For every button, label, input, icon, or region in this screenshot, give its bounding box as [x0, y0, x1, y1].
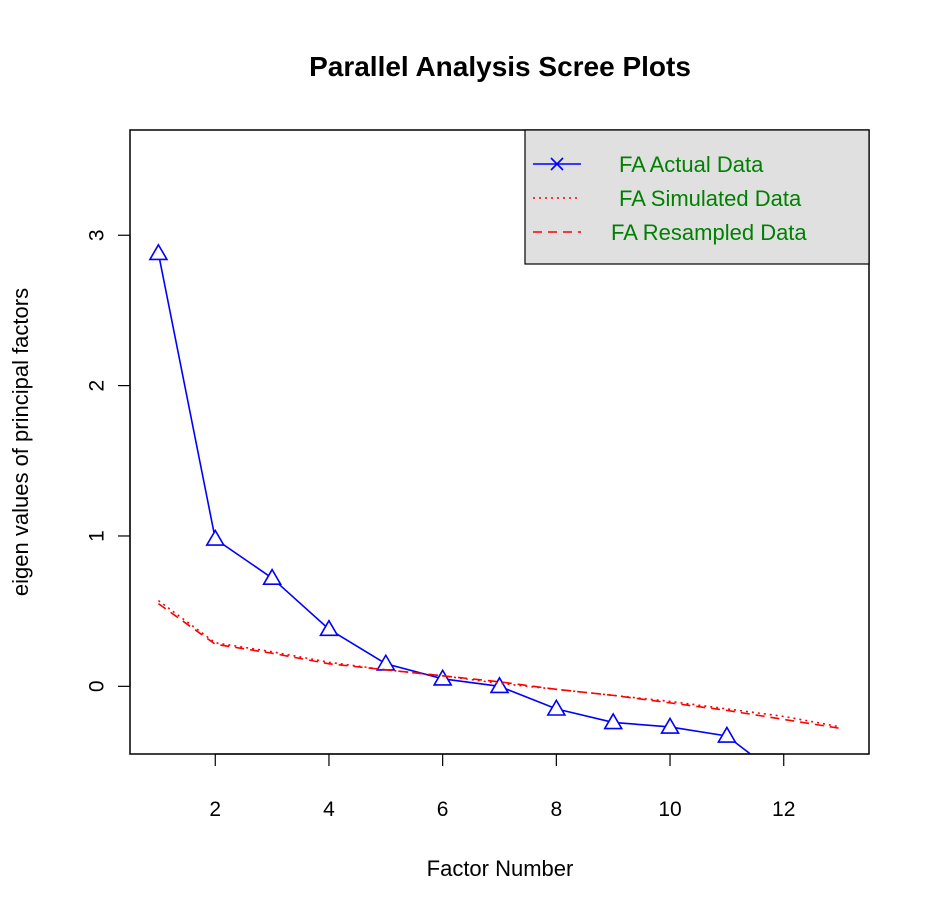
- series-line-1: [157, 599, 841, 728]
- y-tick-label: 1: [86, 530, 109, 542]
- x-tick-label: 6: [437, 798, 449, 821]
- series-line-2: [157, 602, 841, 730]
- y-axis-label: eigen values of principal factors: [8, 288, 33, 596]
- data-point-marker: [375, 653, 396, 671]
- x-tick-label: 12: [772, 798, 795, 821]
- data-point-marker: [205, 528, 226, 546]
- data-point-marker: [775, 771, 792, 786]
- data-point-marker: [262, 567, 283, 585]
- x-tick-label: 10: [658, 798, 681, 821]
- data-point-marker: [603, 712, 624, 730]
- legend-label-1: FA Simulated Data: [619, 186, 802, 211]
- x-tick-label: 4: [323, 798, 335, 821]
- data-point-marker: [716, 725, 737, 743]
- legend: FA Actual Data FA Simulated Data FA Resamp…: [524, 129, 870, 265]
- x-axis: 2 4 6 8 10 12: [209, 753, 795, 821]
- y-tick-label: 2: [86, 380, 109, 392]
- x-tick-label: 2: [209, 798, 221, 821]
- data-point-marker: [660, 716, 680, 734]
- x-axis-label: Factor Number: [427, 856, 574, 881]
- y-axis: 0 1 2 3: [86, 229, 131, 692]
- series-layer: [148, 243, 849, 806]
- legend-label-0: FA Actual Data: [619, 152, 764, 177]
- y-tick-label: 0: [86, 680, 109, 692]
- legend-label-2: FA Resampled Data: [611, 220, 807, 245]
- data-point-marker: [489, 676, 510, 694]
- legend-x-marker-icon: [550, 157, 564, 171]
- data-point-marker: [319, 619, 339, 637]
- series-line-0: [157, 253, 752, 754]
- data-point-marker: [546, 698, 567, 716]
- data-point-marker: [432, 668, 453, 686]
- legend-box: [524, 129, 870, 265]
- chart-title: Parallel Analysis Scree Plots: [309, 51, 691, 82]
- data-point-marker: [832, 791, 849, 806]
- y-tick-label: 3: [86, 229, 109, 241]
- data-point-marker: [148, 243, 169, 261]
- x-tick-label: 8: [551, 798, 563, 821]
